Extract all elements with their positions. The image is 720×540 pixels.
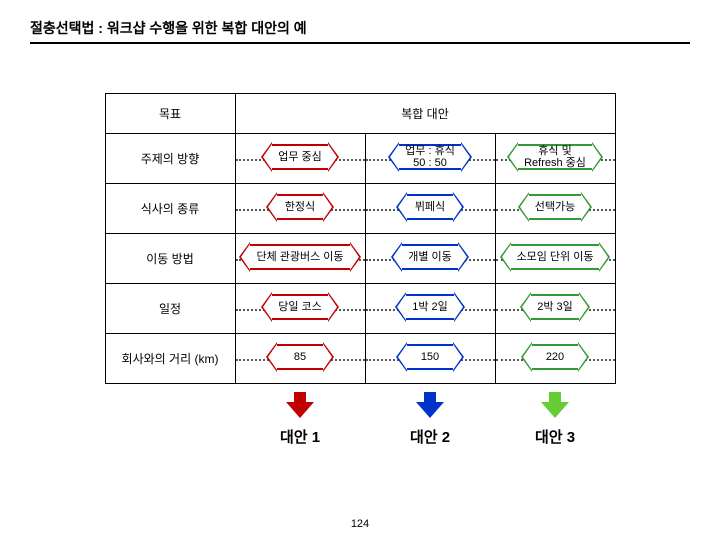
option-cell: 개별 이동 [365, 234, 495, 284]
row-label: 주제의 방향 [105, 134, 235, 184]
option-hex: 85 [266, 342, 334, 372]
row-label: 이동 방법 [105, 234, 235, 284]
option-cell: 선택가능 [495, 184, 615, 234]
arrow-down-icon [541, 392, 569, 420]
option-hex: 개별 이동 [391, 242, 469, 272]
option-cell: 1박 2일 [365, 284, 495, 334]
header-alt: 복합 대안 [235, 94, 615, 134]
option-hex: 2박 3일 [520, 292, 590, 322]
option-cell: 2박 3일 [495, 284, 615, 334]
option-hex: 업무 : 휴식 50 : 50 [388, 142, 472, 172]
option-hex: 한정식 [266, 192, 334, 222]
page-number: 124 [0, 518, 720, 530]
header-goal: 목표 [105, 94, 235, 134]
option-hex: 업무 중심 [261, 142, 339, 172]
page-title: 절충선택법 : 워크샵 수행을 위한 복합 대안의 예 [30, 18, 690, 44]
option-cell: 당일 코스 [235, 284, 365, 334]
option-cell: 단체 관광버스 이동 [235, 234, 365, 284]
arrow-row [105, 392, 615, 420]
arrow-down-icon [286, 392, 314, 420]
option-cell: 85 [235, 334, 365, 384]
alt-label: 대안 2 [365, 426, 495, 447]
option-cell: 뷔페식 [365, 184, 495, 234]
option-hex: 선택가능 [518, 192, 592, 222]
option-cell: 소모임 단위 이동 [495, 234, 615, 284]
alt-labels-row: 대안 1 대안 2 대안 3 [105, 426, 615, 447]
option-cell: 한정식 [235, 184, 365, 234]
options-table: 목표 복합 대안 주제의 방향 업무 중심 업무 : 휴식 50 : 50 휴식 및 … [105, 93, 616, 384]
option-cell: 업무 : 휴식 50 : 50 [365, 134, 495, 184]
option-hex: 220 [521, 342, 589, 372]
row-label: 일정 [105, 284, 235, 334]
option-cell: 220 [495, 334, 615, 384]
option-hex: 1박 2일 [395, 292, 465, 322]
option-hex: 소모임 단위 이동 [500, 242, 611, 272]
option-hex: 당일 코스 [261, 292, 339, 322]
arrow-down-icon [416, 392, 444, 420]
option-hex: 단체 관광버스 이동 [239, 242, 360, 272]
alt-label: 대안 3 [495, 426, 615, 447]
option-hex: 150 [396, 342, 464, 372]
option-hex: 뷔페식 [396, 192, 464, 222]
option-cell: 업무 중심 [235, 134, 365, 184]
option-hex: 휴식 및 Refresh 중심 [507, 142, 603, 172]
row-label: 회사와의 거리 (km) [105, 334, 235, 384]
alt-label: 대안 1 [235, 426, 365, 447]
option-cell: 150 [365, 334, 495, 384]
option-cell: 휴식 및 Refresh 중심 [495, 134, 615, 184]
row-label: 식사의 종류 [105, 184, 235, 234]
